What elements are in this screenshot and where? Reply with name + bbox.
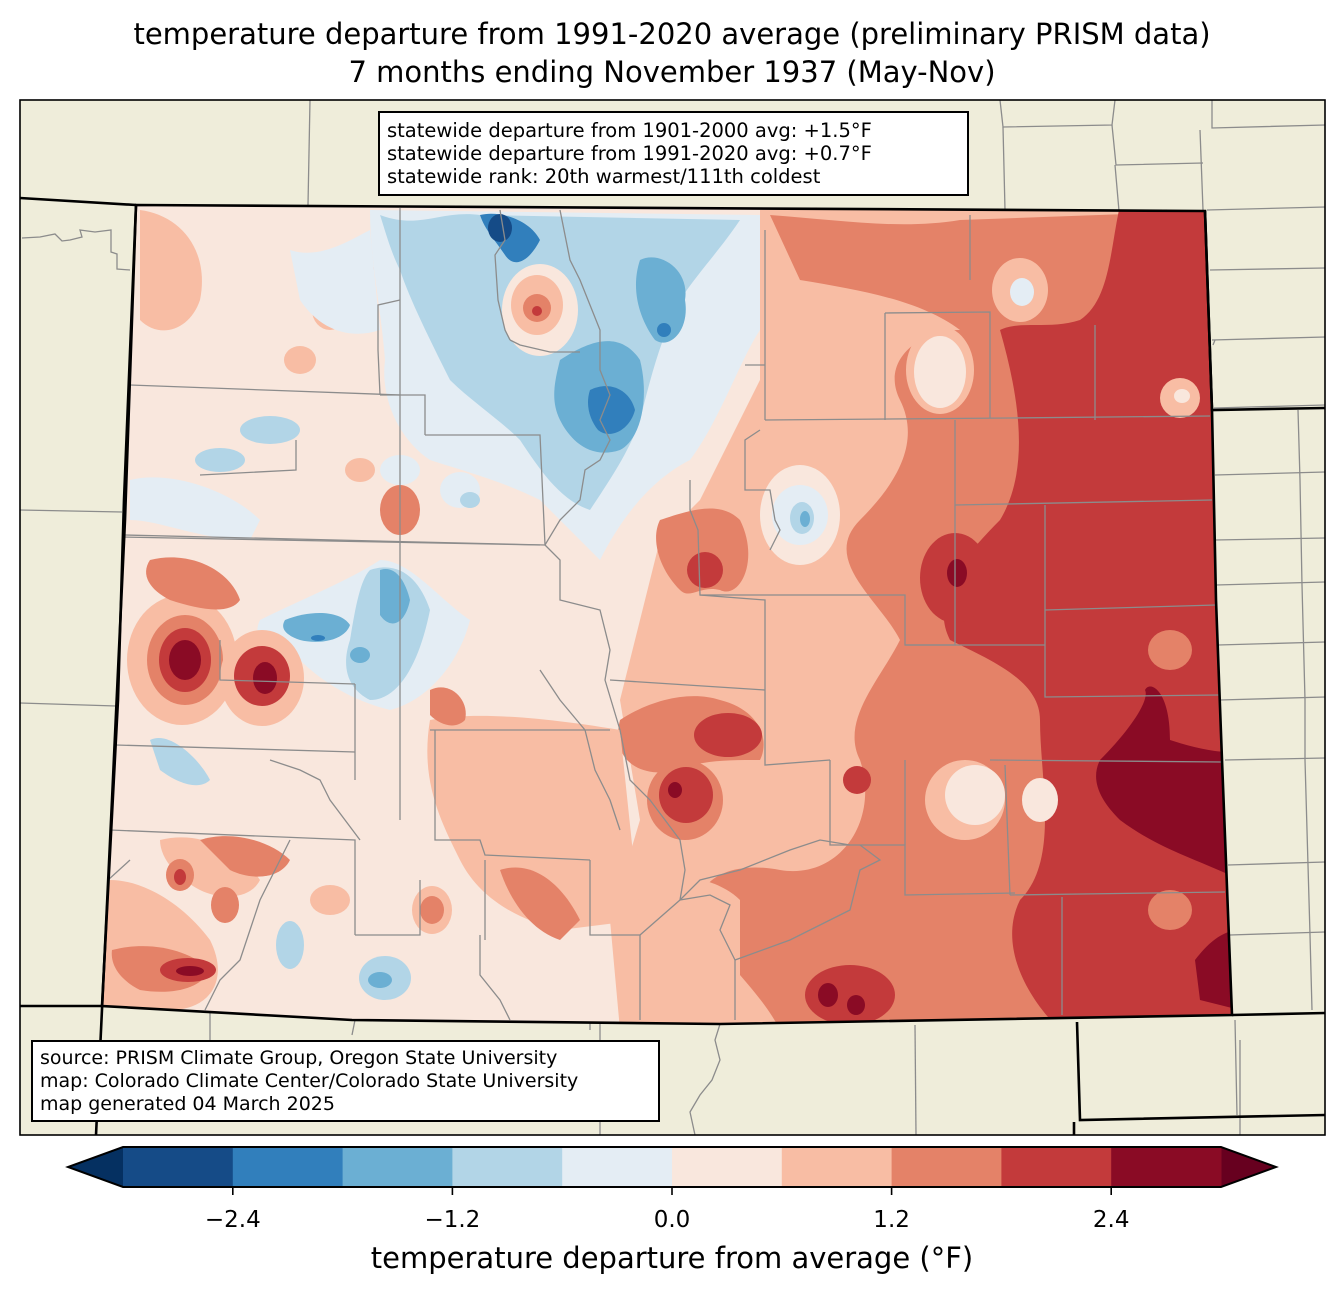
colorbar-bin — [1111, 1147, 1222, 1187]
cool-island-ne-1-core — [1010, 278, 1034, 306]
cool-w-5-core — [460, 492, 480, 508]
cool-wc-4 — [380, 569, 410, 624]
warm-gunnison — [430, 687, 466, 726]
colorbar-bin — [452, 1147, 563, 1187]
warm-core-s-border — [805, 965, 895, 1024]
source-line: source: PRISM Climate Group, Oregon Stat… — [40, 1047, 558, 1069]
colorbar-outline — [65, 1146, 1279, 1188]
warm-denver-ring — [656, 508, 749, 594]
warm-gj-peak — [169, 640, 201, 680]
stat-departure-1991-2020: statewide departure from 1991-2020 avg: … — [387, 142, 872, 165]
colorbar-tick-label: −2.4 — [204, 1207, 261, 1233]
warm-south-band — [630, 876, 740, 1024]
warm-walden-peak — [532, 306, 542, 316]
warm-sw-9-core — [420, 896, 444, 924]
warm-pueblo-core — [694, 713, 762, 757]
cool-denver-east-min — [800, 511, 810, 527]
map-credit-line: map: Colorado Climate Center/Colorado St… — [40, 1070, 579, 1092]
cool-sw-8-core — [368, 972, 392, 988]
colorbar-tick-label: 1.2 — [873, 1207, 910, 1233]
colorbar-tick-label: 0.0 — [653, 1207, 691, 1233]
warm-sw-10 — [310, 885, 350, 915]
warm-south-central-2 — [500, 867, 580, 940]
cool-nw-3 — [195, 448, 245, 472]
warm-core-e-central-peak — [947, 559, 967, 587]
cool-summit-core — [587, 386, 635, 434]
warm-sw-4-core — [174, 869, 186, 885]
colorbar — [65, 1146, 1279, 1195]
colorbar-bin — [342, 1147, 453, 1187]
colorbar-bin — [123, 1147, 234, 1187]
warm-south-central — [427, 715, 640, 930]
colorbar-bin — [1001, 1147, 1112, 1187]
colorbar-bin — [891, 1147, 1002, 1187]
cool-island-se-2-core — [945, 765, 1005, 825]
cool-sw-7 — [276, 921, 304, 969]
generated-date-line: map generated 04 March 2025 — [40, 1093, 335, 1115]
colorbar-extend-under — [68, 1147, 123, 1187]
source-credits-box: source: PRISM Climate Group, Oregon Stat… — [31, 1040, 660, 1122]
cool-sw-1 — [150, 738, 210, 786]
warm-peak-s-border-2 — [847, 995, 865, 1015]
colorbar-bin — [232, 1147, 344, 1187]
warm-sw-5 — [211, 887, 239, 923]
cool-nw-1 — [290, 230, 380, 334]
warm-isle-se-1 — [1148, 890, 1192, 930]
warm-nw-1 — [140, 210, 202, 331]
warm-walsenburg-core — [659, 767, 713, 823]
cool-wc-min — [311, 635, 325, 641]
cool-rmnp-core — [657, 323, 671, 337]
warm-walsenburg-peak — [668, 782, 682, 798]
warm-denver-core — [687, 552, 723, 588]
warm-sw-peak — [176, 966, 204, 976]
cool-rmnp-ring — [635, 257, 686, 343]
warm-isle-e-1 — [1148, 630, 1192, 670]
warm-sw-3 — [160, 837, 260, 897]
colorbar-tick-label: 2.4 — [1092, 1207, 1130, 1233]
neighbor-county-lines — [20, 100, 1325, 1135]
warm-delta-peak — [253, 662, 277, 694]
colorbar-bin — [562, 1147, 673, 1187]
chart-title-line-1: temperature departure from 1991-2020 ave… — [133, 17, 1211, 51]
stat-departure-1901-2000: statewide departure from 1901-2000 avg: … — [387, 119, 872, 142]
temperature-field — [102, 205, 1232, 1024]
warm-sw-6 — [200, 836, 290, 877]
warm-nw-4 — [284, 346, 316, 374]
chart-title-line-2: 7 months ending November 1937 (May-Nov) — [348, 55, 996, 89]
colorbar-label: temperature departure from average (°F) — [370, 1241, 974, 1275]
cool-north-park-min — [488, 214, 512, 242]
county-lines — [107, 208, 1226, 1021]
neighbor-state-borders — [19, 196, 1326, 1136]
colorbar-tick-label: −1.2 — [424, 1207, 481, 1233]
field-2.4-3.0-southeast — [1096, 686, 1232, 880]
statewide-stats-box: statewide departure from 1901-2000 avg: … — [378, 111, 969, 196]
warm-w-meeker-2 — [345, 458, 375, 482]
warm-w-2 — [146, 557, 240, 610]
cool-island-se-3 — [1022, 778, 1058, 822]
map-frame — [19, 99, 1326, 1136]
warm-isle-ne-3-core — [1174, 389, 1190, 403]
cool-wc-5 — [350, 647, 370, 663]
warm-peak-s-border-1 — [818, 983, 838, 1007]
cool-w-1 — [130, 477, 260, 540]
cool-nw-2 — [240, 416, 300, 444]
colorbar-extend-over — [1221, 1147, 1276, 1187]
stat-rank: statewide rank: 20th warmest/111th colde… — [387, 165, 821, 188]
cool-island-ne-2-core — [914, 336, 966, 408]
colorbar-bin — [672, 1147, 783, 1187]
colorbar-bin — [781, 1147, 893, 1187]
cool-wc-3 — [283, 613, 350, 642]
warm-isle-s-1 — [843, 766, 871, 794]
